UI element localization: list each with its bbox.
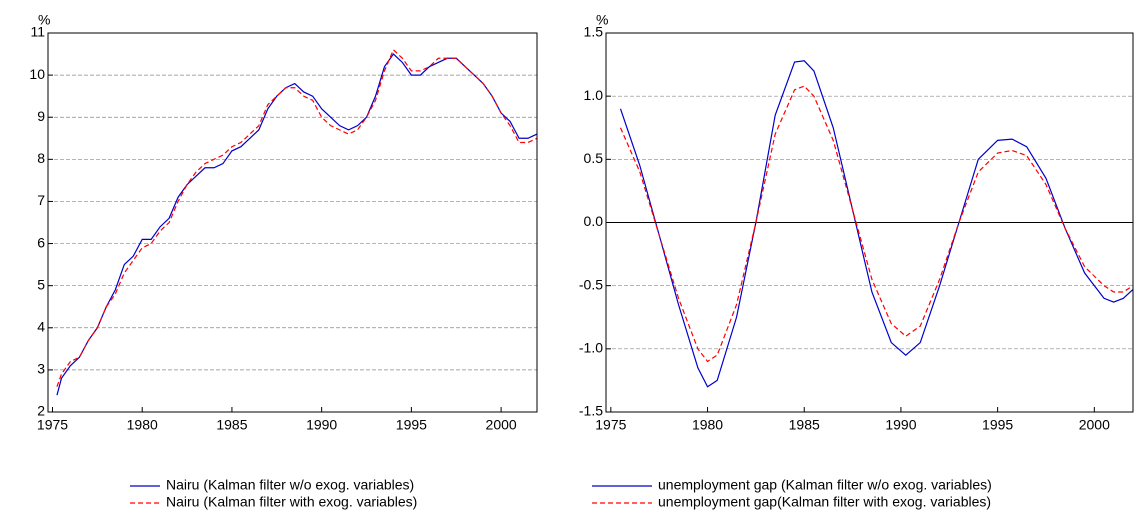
plot-frame (605, 32, 1134, 413)
y-tick-label: 6 (37, 234, 45, 250)
y-tick-label: 0.0 (584, 213, 604, 229)
y-unit: % (596, 12, 608, 28)
y-tick-label: 10 (29, 66, 45, 82)
x-tick-label: 1980 (127, 417, 158, 433)
legend-label: Nairu (Kalman filter w/o exog. variables… (166, 477, 414, 493)
x-tick-label: 2000 (1079, 417, 1110, 433)
y-tick-label: 5 (37, 276, 45, 292)
legend-label: unemployment gap(Kalman filter with exog… (658, 494, 991, 510)
y-tick-label: 7 (37, 192, 45, 208)
y-tick-label: 9 (37, 108, 45, 124)
y-tick-label: -0.5 (579, 276, 603, 292)
series-line (56, 53, 538, 396)
x-tick-label: 1990 (885, 417, 916, 433)
x-tick-label: 1995 (396, 417, 427, 433)
y-tick-label: -1.5 (579, 403, 603, 419)
x-tick-label: 1975 (37, 417, 68, 433)
y-tick-label: 1.0 (584, 87, 604, 103)
y-tick-label: -1.0 (579, 340, 603, 356)
x-tick-label: 1995 (982, 417, 1013, 433)
y-tick-label: 0.5 (584, 150, 604, 166)
y-tick-label: 3 (37, 361, 45, 377)
y-tick-label: 4 (37, 318, 45, 334)
y-tick-label: 8 (37, 150, 45, 166)
x-tick-label: 1985 (789, 417, 820, 433)
series-line (619, 85, 1134, 363)
series-line (619, 60, 1134, 388)
x-tick-label: 2000 (486, 417, 517, 433)
y-tick-label: 11 (30, 24, 45, 40)
series-line (56, 48, 538, 387)
legend-label: unemployment gap (Kalman filter w/o exog… (658, 477, 992, 493)
x-tick-label: 1990 (306, 417, 337, 433)
x-tick-label: 1975 (595, 417, 626, 433)
x-tick-label: 1980 (692, 417, 723, 433)
y-tick-label: 2 (37, 403, 45, 419)
y-unit: % (38, 12, 50, 28)
y-tick-label: 1.5 (584, 24, 604, 40)
legend-label: Nairu (Kalman filter with exog. variable… (166, 494, 417, 510)
plot-frame (47, 32, 538, 413)
x-tick-label: 1985 (216, 417, 247, 433)
